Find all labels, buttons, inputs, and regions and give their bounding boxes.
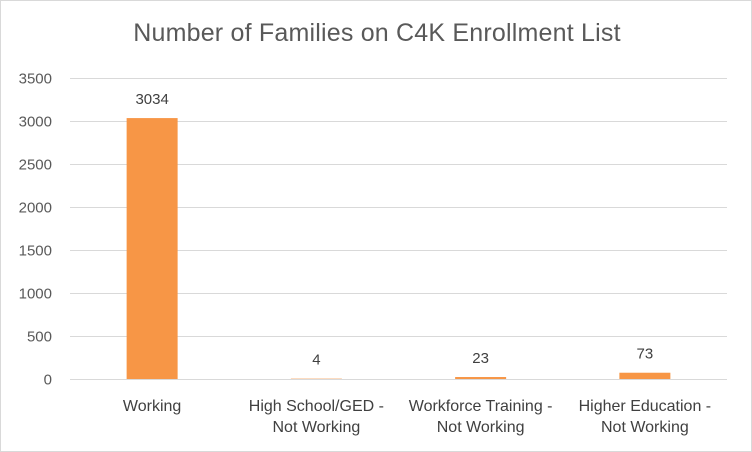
x-category-label-line: Not Working (437, 419, 525, 436)
y-tick-label: 3000 (19, 114, 52, 131)
x-category-label-1: Working (123, 398, 181, 415)
x-category-label-2: High School/GED - Not Working (249, 398, 384, 436)
data-label-3: 23 (472, 350, 489, 367)
x-axis-category-labels: Working High School/GED -Not WorkingWorkf… (123, 398, 711, 436)
gridlines (70, 78, 727, 380)
bar-4 (619, 372, 671, 379)
bars (126, 118, 671, 380)
bar-1 (126, 118, 178, 380)
y-tick-label: 2000 (19, 200, 52, 217)
x-category-label-line: Higher Education - (579, 398, 712, 415)
x-category-label-4: Higher Education - Not Working (579, 398, 712, 436)
x-category-label-3: Workforce Training - Not Working (409, 398, 553, 436)
data-labels: 3034 4 23 73 (135, 91, 653, 369)
data-label-4: 73 (637, 346, 654, 363)
y-tick-label: 2500 (19, 157, 52, 174)
y-tick-label: 500 (27, 329, 52, 346)
y-tick-label: 1500 (19, 243, 52, 260)
x-category-label-line: Workforce Training - (409, 398, 553, 415)
x-category-label-line: Working (123, 398, 181, 415)
y-axis-tick-labels: 0 500 1000 1500 2000 2500 3000 3500 (19, 71, 52, 389)
bar-3 (455, 377, 507, 379)
y-tick-label: 0 (44, 372, 52, 389)
data-label-2: 4 (312, 352, 320, 369)
y-tick-label: 3500 (19, 71, 52, 88)
x-category-label-line: High School/GED - (249, 398, 384, 415)
x-category-label-line: Not Working (273, 419, 361, 436)
y-tick-label: 1000 (19, 286, 52, 303)
chart-title: Number of Families on C4K Enrollment Lis… (133, 19, 621, 47)
data-label-1: 3034 (135, 91, 168, 108)
x-category-label-line: Not Working (601, 419, 689, 436)
